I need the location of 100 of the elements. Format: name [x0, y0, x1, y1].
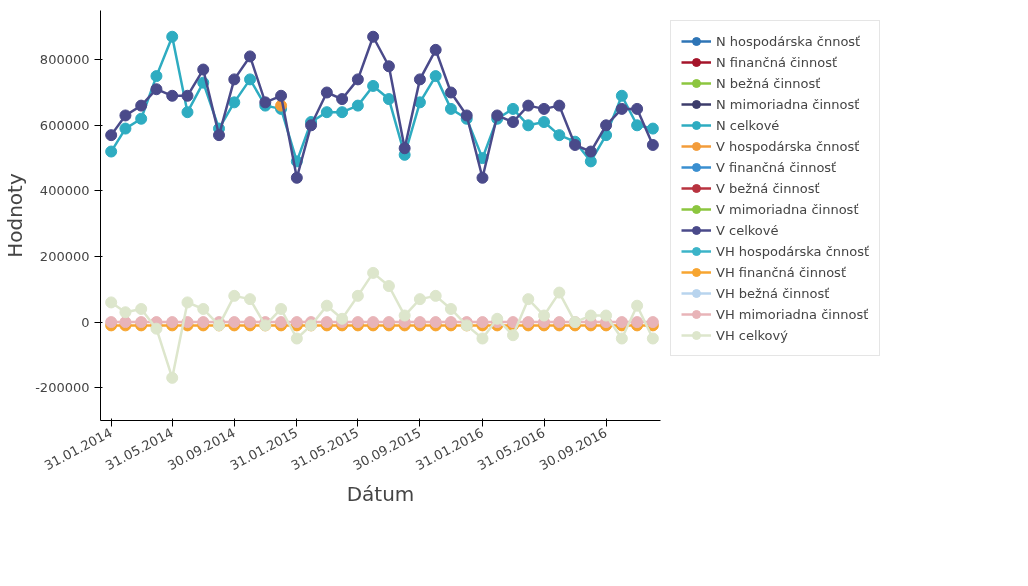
- y-tick-label: 400000: [39, 183, 90, 199]
- point: [244, 50, 257, 63]
- point: [538, 309, 551, 322]
- legend-label: V celkové: [716, 222, 779, 238]
- point: [336, 312, 349, 325]
- point: [538, 102, 551, 115]
- point: [646, 122, 659, 135]
- point: [119, 109, 132, 122]
- point: [135, 302, 148, 315]
- legend-label: N bežná činnosť: [716, 75, 821, 91]
- y-tick-label: 0: [81, 314, 90, 330]
- point: [413, 73, 426, 86]
- legend-label: VH hospodárska čnnosť: [716, 243, 870, 259]
- point: [584, 309, 597, 322]
- point: [600, 119, 613, 132]
- point: [150, 83, 163, 96]
- y-tick-label: 200000: [39, 249, 90, 264]
- legend-label: VH finančná činnosť: [716, 264, 846, 280]
- point: [444, 102, 457, 115]
- point: [367, 79, 380, 92]
- point: [584, 155, 597, 168]
- legend-label: VH bežná činnosť: [716, 285, 830, 301]
- y-tick-label: 800000: [39, 52, 90, 68]
- y-tick-label: 600000: [39, 117, 90, 133]
- point: [429, 70, 442, 83]
- point: [444, 302, 457, 315]
- point: [507, 329, 519, 342]
- point: [600, 309, 613, 322]
- point: [476, 332, 489, 345]
- point: [275, 302, 288, 315]
- point: [615, 89, 628, 102]
- legend-label: V mimoriadna činnosť: [716, 201, 859, 217]
- point: [244, 73, 257, 86]
- legend-label: V finančná činnosť: [716, 159, 837, 175]
- legend-label: VH mimoriadna činnosť: [716, 306, 869, 322]
- point: [181, 106, 194, 119]
- legend-label: N mimoriadna činnosť: [716, 96, 860, 112]
- point: [119, 122, 132, 135]
- point: [413, 293, 426, 306]
- legend-label: N celkové: [716, 117, 780, 133]
- point: [150, 70, 163, 83]
- point: [522, 293, 535, 306]
- point: [336, 93, 349, 106]
- point: [244, 293, 257, 306]
- x-axis-title: Dátum: [346, 482, 415, 507]
- point: [105, 296, 118, 309]
- point: [615, 332, 628, 345]
- point: [290, 171, 303, 184]
- point: [181, 89, 194, 102]
- point: [522, 99, 535, 112]
- point: [320, 86, 333, 99]
- legend-label: VH celkový: [716, 327, 788, 343]
- point: [336, 106, 349, 119]
- point: [213, 129, 226, 142]
- point: [181, 296, 194, 309]
- point: [646, 138, 659, 151]
- point: [538, 116, 551, 129]
- y-tick-label: -200000: [35, 380, 90, 396]
- y-axis-title: Hodnoty: [3, 173, 28, 258]
- point: [631, 102, 644, 115]
- legend-label: V hospodárska čnnosť: [716, 138, 860, 154]
- legend-label: V bežná činnosť: [716, 180, 820, 196]
- legend-label: N hospodárska čnnosť: [716, 33, 861, 49]
- point: [507, 116, 519, 129]
- point: [382, 280, 395, 293]
- point: [522, 119, 535, 132]
- point: [228, 96, 241, 109]
- point: [646, 332, 659, 345]
- point: [429, 289, 442, 302]
- point: [119, 306, 132, 319]
- point: [320, 106, 333, 119]
- point: [584, 145, 597, 158]
- point: [444, 86, 457, 99]
- point: [166, 371, 179, 384]
- point: [398, 309, 411, 322]
- point: [553, 129, 566, 142]
- point: [615, 102, 628, 115]
- point: [105, 129, 118, 142]
- point: [351, 289, 364, 302]
- point: [228, 289, 241, 302]
- point: [105, 145, 118, 158]
- point: [135, 112, 148, 125]
- point: [290, 332, 303, 345]
- point: [631, 299, 644, 312]
- point: [166, 89, 179, 102]
- point: [197, 302, 210, 315]
- point: [166, 30, 179, 43]
- point: [382, 93, 395, 106]
- point: [553, 99, 566, 112]
- point: [398, 142, 411, 155]
- point: [367, 30, 380, 43]
- point: [491, 312, 504, 325]
- point: [631, 119, 644, 132]
- point: [197, 63, 210, 76]
- point: [320, 299, 333, 312]
- point: [382, 60, 395, 73]
- point: [367, 266, 380, 279]
- legend-label: N finančná činnosť: [716, 54, 838, 70]
- point: [553, 286, 566, 299]
- point: [507, 102, 519, 115]
